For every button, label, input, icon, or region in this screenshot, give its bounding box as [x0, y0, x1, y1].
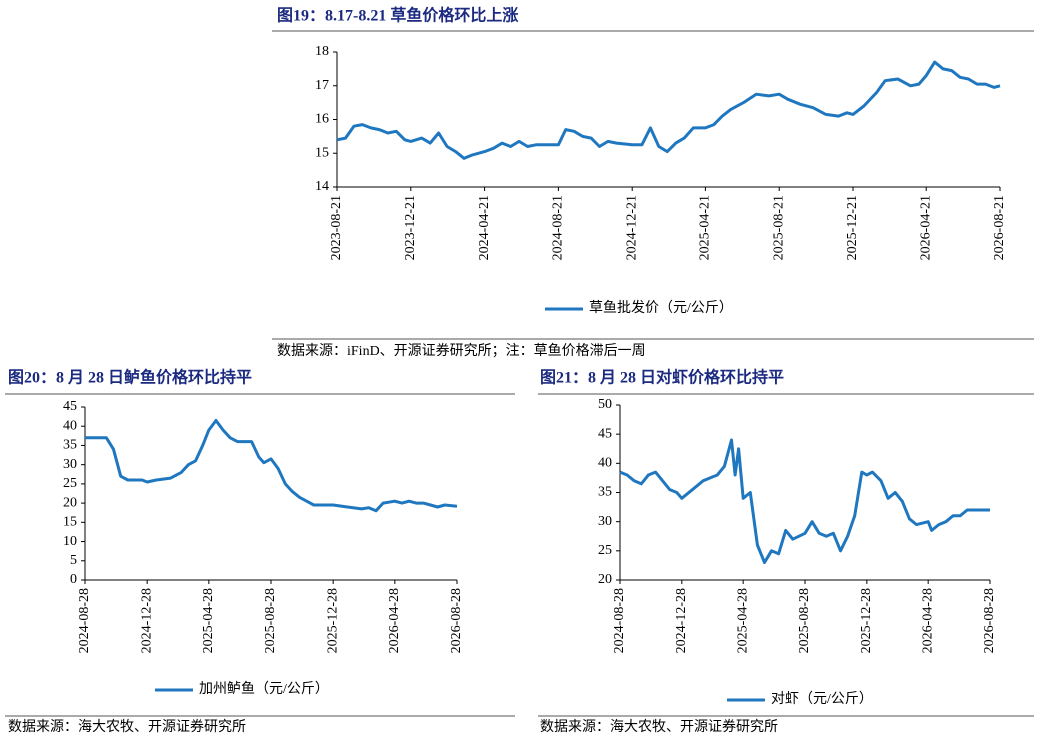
x-tick-label: 2025-12-28 [325, 588, 340, 653]
figure-title: 图21：8 月 28 日对虾价格环比持平 [540, 368, 784, 387]
y-tick-label: 10 [63, 534, 77, 549]
x-tick-label: 2024-04-21 [477, 195, 492, 260]
y-tick-label: 40 [598, 456, 612, 471]
x-tick-label: 2026-04-28 [920, 588, 935, 653]
x-tick-label: 2026-04-21 [918, 195, 933, 260]
y-tick-label: 18 [315, 44, 329, 59]
x-tick-label: 2024-12-28 [674, 588, 689, 653]
x-tick-label: 2026-08-21 [992, 195, 1007, 260]
source-note: 数据来源：iFinD、开源证券研究所；注：草鱼价格滞后一周 [277, 342, 646, 359]
figure-title: 图19：8.17-8.21 草鱼价格环比上涨 [277, 6, 518, 25]
x-tick-label: 2026-08-28 [449, 588, 464, 653]
y-tick-label: 30 [63, 457, 77, 472]
y-tick-label: 25 [598, 543, 612, 558]
y-tick-label: 5 [70, 553, 77, 568]
y-tick-label: 45 [63, 399, 77, 414]
legend-label: 草鱼批发价（元/公斤） [589, 299, 733, 316]
x-tick-label: 2025-08-21 [771, 195, 786, 260]
x-tick-label: 2024-08-28 [612, 588, 627, 653]
data-line [336, 60, 1001, 160]
x-tick-label: 2025-12-21 [845, 195, 860, 260]
y-tick-label: 45 [598, 426, 612, 441]
x-tick-label: 2025-04-28 [201, 588, 216, 653]
source-note: 数据来源：海大农牧、开源证券研究所 [8, 719, 246, 735]
figure-title: 图20：8 月 28 日鲈鱼价格环比持平 [8, 368, 252, 387]
y-tick-label: 50 [598, 397, 612, 412]
x-tick-label: 2024-08-21 [551, 195, 566, 260]
y-tick-label: 20 [63, 495, 77, 510]
legend-label: 对虾（元/公斤） [771, 691, 873, 707]
source-note: 数据来源：海大农牧、开源证券研究所 [540, 719, 778, 735]
x-tick-label: 2025-08-28 [797, 588, 812, 653]
x-tick-label: 2025-12-28 [859, 588, 874, 653]
x-tick-label: 2025-04-21 [698, 195, 713, 260]
data-line [85, 419, 458, 513]
y-tick-label: 25 [63, 476, 77, 491]
y-tick-label: 15 [315, 145, 329, 160]
y-tick-label: 35 [598, 485, 612, 500]
x-tick-label: 2026-04-28 [387, 588, 402, 653]
y-tick-label: 0 [70, 572, 77, 587]
y-tick-label: 40 [63, 418, 77, 433]
x-tick-label: 2025-04-28 [735, 588, 750, 653]
y-tick-label: 17 [315, 78, 329, 93]
x-tick-label: 2024-12-21 [624, 195, 639, 260]
y-tick-label: 30 [598, 514, 612, 529]
x-tick-label: 2026-08-28 [982, 588, 997, 653]
x-tick-label: 2023-12-21 [403, 195, 418, 260]
x-tick-label: 2024-08-28 [77, 588, 92, 653]
legend-label: 加州鲈鱼（元/公斤） [199, 680, 329, 697]
y-tick-label: 20 [598, 572, 612, 587]
y-tick-label: 15 [63, 515, 77, 530]
y-tick-label: 35 [63, 438, 77, 453]
y-tick-label: 14 [315, 179, 329, 194]
x-tick-label: 2025-08-28 [263, 588, 278, 653]
y-tick-label: 16 [315, 112, 329, 127]
data-line [619, 438, 990, 564]
x-tick-label: 2023-08-21 [329, 195, 344, 260]
x-tick-label: 2024-12-28 [139, 588, 154, 653]
